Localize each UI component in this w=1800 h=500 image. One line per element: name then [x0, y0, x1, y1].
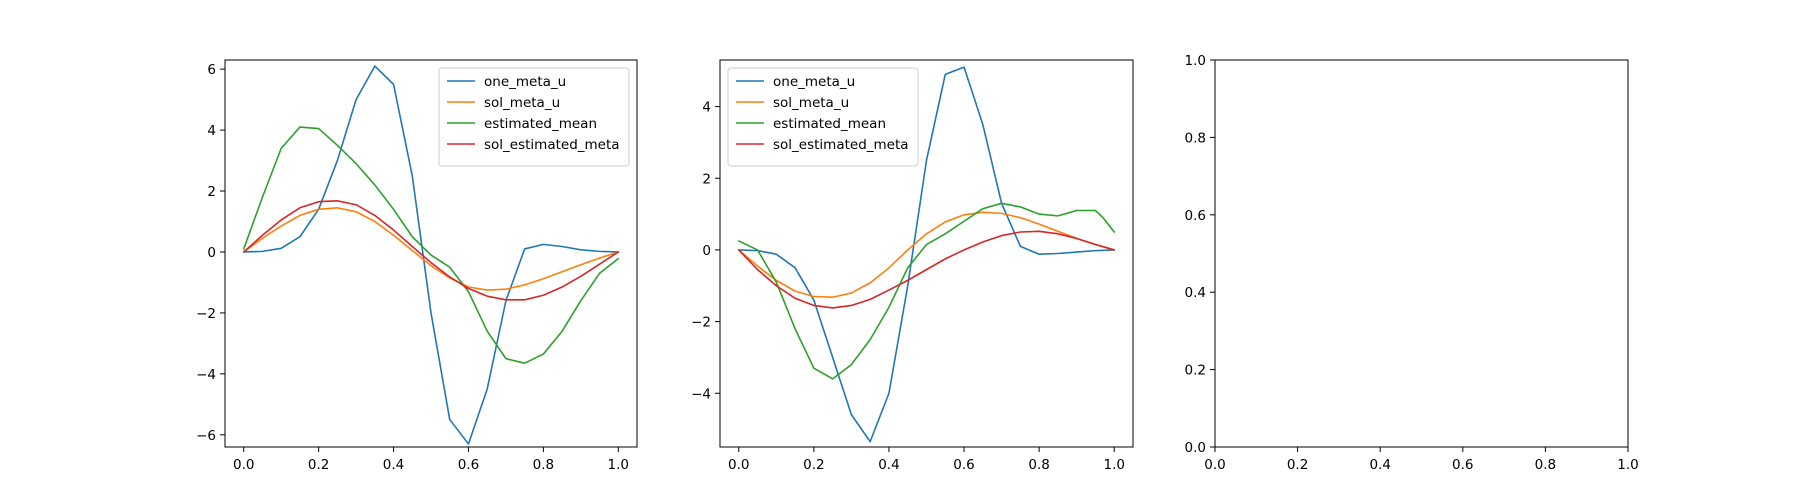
y-tick-label: 1.0: [1185, 53, 1206, 69]
y-tick-label: 2: [207, 184, 216, 200]
legend-label-estimated_mean: estimated_mean: [773, 116, 886, 132]
legend: one_meta_u sol_meta_u estimated_mean sol_es…: [438, 67, 630, 167]
y-tick-label: 0.2: [1185, 363, 1206, 379]
axes-frame: [719, 59, 1134, 448]
y-tick-label: 4: [702, 100, 711, 116]
legend-box: [727, 67, 919, 167]
y-tick-label: −2: [196, 306, 216, 322]
legend-label-sol_meta_u: sol_meta_u: [773, 95, 849, 111]
y-tick-label: −4: [691, 386, 711, 402]
x-tick-label: 0.4: [383, 457, 404, 473]
y-tick-label: 4: [207, 123, 216, 139]
x-tick-label: 0.6: [458, 457, 479, 473]
y-tick-label: 0.6: [1185, 208, 1206, 224]
legend-label-sol_meta_u: sol_meta_u: [484, 95, 560, 111]
x-tick-label: 0.0: [233, 457, 254, 473]
x-tick-label: 0.6: [1452, 457, 1473, 473]
plot-area: [1215, 60, 1628, 447]
y-tick-label: 2: [702, 171, 711, 187]
subplot-3: 0.0 0.2 0.4 0.6 0.8 1.0 0.0 0.2 0.4 0.6 0.8 1.0: [1185, 53, 1639, 473]
legend-label-sol_estimated_meta: sol_estimated_meta: [773, 137, 909, 153]
legend-box: [438, 67, 630, 167]
x-tick-label: 0.0: [1204, 457, 1225, 473]
y-tick-label: 0: [702, 243, 711, 259]
series-group: [242, 65, 620, 445]
series-line-sol_estimated_meta: [737, 230, 1116, 309]
series-line-estimated_mean: [737, 202, 1116, 380]
series-line-sol_meta_u: [242, 206, 620, 291]
series-group: [737, 66, 1116, 443]
y-tick-label: 0.4: [1185, 285, 1206, 301]
y-tick-label: −2: [691, 315, 711, 331]
y-tick-label: −6: [196, 428, 216, 444]
axes-frame: [224, 59, 638, 448]
x-tick-label: 0.2: [1287, 457, 1308, 473]
x-tick-label: 1.0: [1617, 457, 1638, 473]
x-tick-label: 0.4: [1369, 457, 1390, 473]
series-line-one_meta_u: [737, 66, 1116, 443]
x-tick-label: 0.8: [533, 457, 554, 473]
legend-label-one_meta_u: one_meta_u: [484, 74, 566, 90]
x-tick-label: 0.8: [1535, 457, 1556, 473]
x-tick-label: 0.6: [953, 457, 974, 473]
axes-frame: [1214, 59, 1629, 448]
y-tick-label: 6: [207, 62, 216, 78]
y-tick-label: 0.0: [1185, 440, 1206, 456]
series-line-sol_estimated_meta: [242, 199, 620, 301]
legend: one_meta_u sol_meta_u estimated_mean sol_es…: [727, 67, 919, 167]
x-tick-label: 0.8: [1028, 457, 1049, 473]
y-tick-label: −4: [196, 367, 216, 383]
subplot-2: 0.0 0.2 0.4 0.6 0.8 1.0 −4 −2 0 2 4 one_meta_u sol_m…: [691, 59, 1134, 473]
x-tick-label: 1.0: [608, 457, 629, 473]
series-line-sol_meta_u: [737, 211, 1116, 299]
x-tick-label: 0.2: [803, 457, 824, 473]
x-tick-label: 0.0: [728, 457, 749, 473]
legend-label-estimated_mean: estimated_mean: [484, 116, 597, 132]
y-tick-label: 0.8: [1185, 130, 1206, 146]
series-line-one_meta_u: [242, 65, 620, 445]
x-tick-label: 1.0: [1103, 457, 1124, 473]
subplot-1: 0.0 0.2 0.4 0.6 0.8 1.0 −6 −4 −2 0 2 4 6 one_meta_uso…: [196, 59, 638, 473]
series-line-estimated_mean: [242, 126, 620, 364]
legend-label-one_meta_u: one_meta_u: [773, 74, 855, 90]
x-tick-label: 0.4: [878, 457, 899, 473]
x-tick-label: 0.2: [308, 457, 329, 473]
y-tick-label: 0: [207, 245, 216, 261]
legend-label-sol_estimated_meta: sol_estimated_meta: [484, 137, 620, 153]
